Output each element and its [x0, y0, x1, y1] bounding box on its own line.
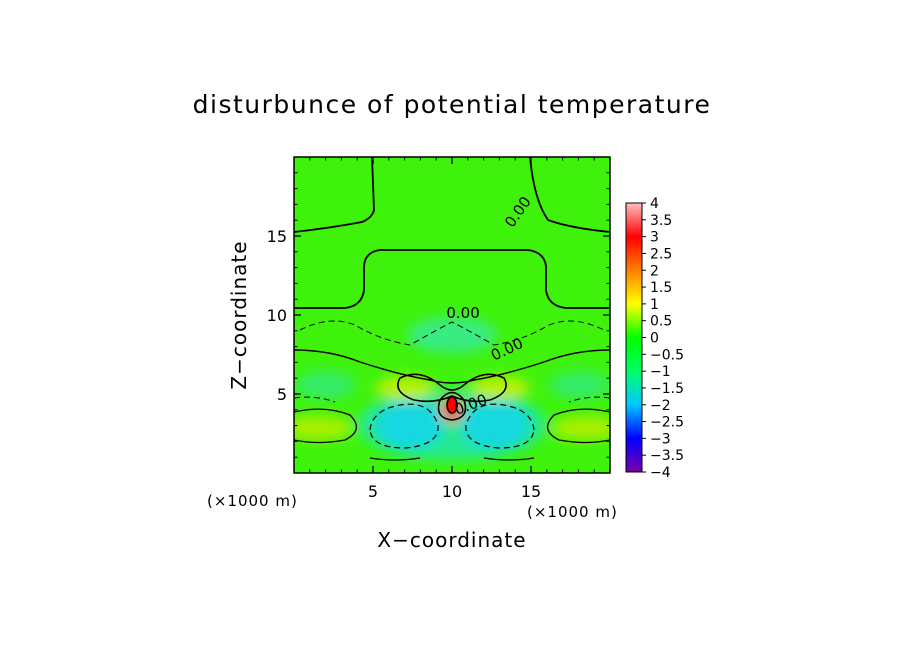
- x-tick-label: 5: [368, 482, 378, 501]
- x-tick-label: 15: [521, 482, 541, 501]
- contour-label: 0.00: [446, 304, 479, 322]
- contour-mid: [294, 249, 610, 309]
- colorbar-tick-label: 3: [650, 230, 659, 246]
- colorbar-tick-label: −2: [650, 398, 671, 414]
- colorbar-tick-label: −2.5: [650, 415, 684, 431]
- contour-dashed-2: [369, 403, 439, 449]
- colorbar-tick-label: −3: [650, 431, 671, 447]
- x-tick-label: 10: [442, 482, 462, 501]
- colorbar-tick-label: 1: [650, 297, 659, 313]
- colorbar: 43.532.521.510.50−0.5−1−1.5−2−2.5−3−3.5−…: [625, 196, 684, 481]
- colorbar-tick-label: 1.5: [650, 280, 672, 296]
- contour-left-side: [294, 396, 336, 403]
- contour-core-2: [437, 391, 467, 421]
- colorbar-tick-label: −3.5: [650, 448, 684, 464]
- contour-upper-right: [529, 157, 610, 233]
- colorbar-tick-label: −1.5: [650, 381, 684, 397]
- contour-upper: [294, 157, 375, 233]
- contour-peak: [446, 396, 458, 414]
- x-unit-left: (×1000 m): [207, 492, 298, 510]
- contour-right-side: [568, 396, 610, 403]
- y-tick-label: 5: [277, 385, 287, 404]
- x-unit-right: (×1000 m): [527, 503, 618, 521]
- plot-area: 0.000.000.000.00: [294, 157, 610, 473]
- y-axis-label: Z−coordinate: [227, 240, 251, 389]
- colorbar-tick-label: −0.5: [650, 347, 684, 363]
- contour-left-lobe: [294, 408, 357, 444]
- colorbar-tick-label: −1: [650, 364, 671, 380]
- colorbar-tick-label: 2: [650, 263, 659, 279]
- contour-dashed-3: [465, 403, 535, 449]
- contour-low: [294, 349, 610, 384]
- colorbar-tick-label: 0: [650, 331, 659, 347]
- colorbar-tick-label: −4: [650, 465, 671, 481]
- colorbar-tick-label: 4: [650, 196, 659, 212]
- colorbar-tick-label: 3.5: [650, 213, 672, 229]
- colorbar-gradient: [625, 202, 643, 473]
- contour-lines: [294, 157, 610, 461]
- contour-dashed-1: [299, 320, 605, 346]
- x-axis-label: X−coordinate: [377, 528, 526, 552]
- colorbar-tick-label: 2.5: [650, 246, 672, 262]
- contour-core-1: [397, 373, 507, 403]
- contour-bottom: [369, 457, 535, 461]
- chart-title: disturbunce of potential temperature: [193, 90, 712, 119]
- y-tick-label: 15: [267, 227, 287, 246]
- field-patches: [294, 317, 610, 460]
- axes: 5 10 15 5 10 15: [267, 156, 611, 501]
- contour-right-lobe: [547, 408, 610, 444]
- y-tick-label: 10: [267, 306, 287, 325]
- colorbar-tick-label: 0.5: [650, 314, 672, 330]
